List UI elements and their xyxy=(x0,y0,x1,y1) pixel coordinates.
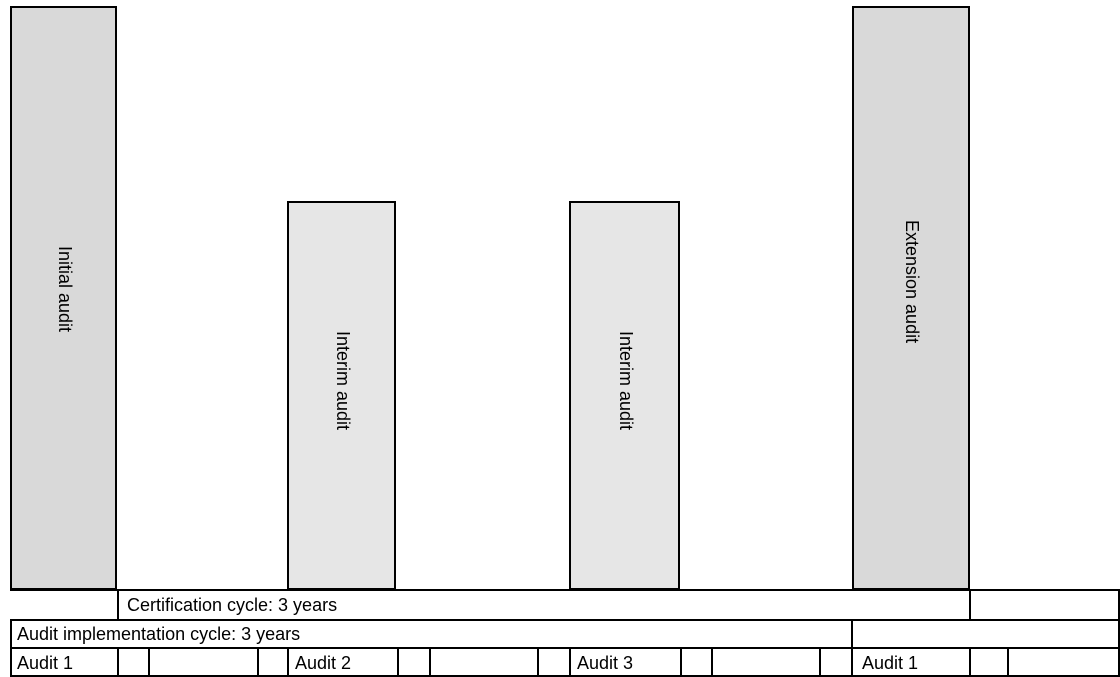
table-line-4 xyxy=(10,675,1120,677)
row3-divider-11 xyxy=(819,647,821,677)
bar-interim-audit-2: Interim audit xyxy=(569,201,680,590)
table-right-border xyxy=(1118,589,1120,677)
row3-divider-14 xyxy=(1007,647,1009,677)
row3-divider-12 xyxy=(851,647,853,677)
audit-cell-1: Audit 1 xyxy=(17,653,74,673)
row2-divider xyxy=(851,619,853,647)
bar-extension-audit: Extension audit xyxy=(852,6,970,590)
bar-interim-audit-1: Interim audit xyxy=(287,201,396,590)
row3-divider-3 xyxy=(257,647,259,677)
audit-cell-2: Audit 2 xyxy=(295,653,352,673)
row3-divider-7 xyxy=(537,647,539,677)
row3-divider-5 xyxy=(397,647,399,677)
bar-label-interim-audit-1: Interim audit xyxy=(332,331,353,431)
row3-divider-2 xyxy=(148,647,150,677)
audit-implementation-cycle-label: Audit implementation cycle: 3 years xyxy=(17,624,301,644)
bar-initial-audit: Initial audit xyxy=(10,6,117,590)
bar-label-interim-audit-2: Interim audit xyxy=(615,331,636,431)
audit-cell-4: Audit 1 xyxy=(862,653,919,673)
row3-divider-1 xyxy=(117,647,119,677)
table-line-3 xyxy=(10,647,1120,649)
audit-cell-3: Audit 3 xyxy=(577,653,634,673)
bar-label-initial-audit: Initial audit xyxy=(54,246,75,333)
bar-label-extension-audit: Extension audit xyxy=(902,220,922,344)
row3-divider-6 xyxy=(429,647,431,677)
row3-divider-13 xyxy=(969,647,971,677)
row3-divider-8 xyxy=(569,647,571,677)
table-line-1 xyxy=(10,589,1120,591)
row3-divider-4 xyxy=(287,647,289,677)
row1-divider-left xyxy=(117,589,119,619)
row3-divider-9 xyxy=(680,647,682,677)
certification-cycle-label: Certification cycle: 3 years xyxy=(127,595,338,615)
table-left-border xyxy=(10,619,12,677)
row3-divider-10 xyxy=(711,647,713,677)
table-line-2 xyxy=(10,619,1120,621)
row1-divider-right xyxy=(969,589,971,619)
